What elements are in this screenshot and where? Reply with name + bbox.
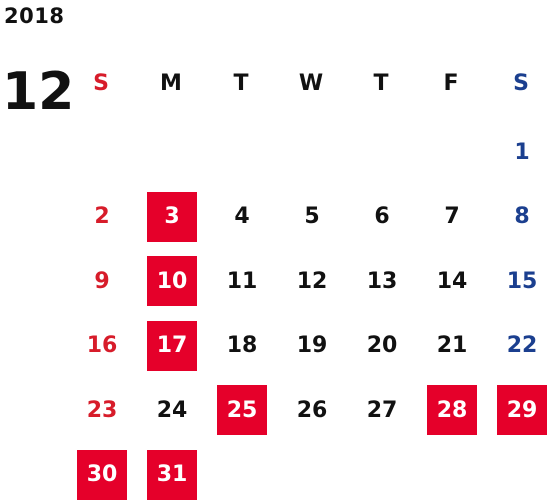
day-cell: 4 (206, 189, 276, 254)
calendar-day[interactable]: 21 (436, 333, 468, 358)
calendar-day[interactable]: 19 (296, 333, 328, 358)
day-cell: 27 (346, 382, 416, 447)
year-label: 2018 (4, 4, 65, 28)
day-grid: 1 2 3 4 5 6 7 8 9 10 11 12 13 14 15 16 17 18 19 20 21 22 23 24 2… (66, 124, 548, 503)
calendar-day[interactable]: 27 (366, 397, 398, 423)
calendar-day[interactable]: 12 (296, 268, 328, 294)
day-cell: 22 (486, 318, 548, 383)
empty-day-cell (66, 124, 136, 189)
empty-day-cell (206, 124, 276, 189)
weekday-thursday: T (373, 70, 389, 96)
weekday-wednesday: W (298, 70, 324, 96)
calendar-day[interactable]: 8 (514, 204, 530, 229)
holiday-day[interactable]: 28 (427, 385, 477, 435)
calendar-day[interactable]: 13 (366, 268, 398, 294)
day-cell: 8 (486, 189, 548, 254)
weekday-tuesday: T (233, 70, 249, 96)
day-cell: 9 (66, 253, 136, 318)
holiday-day[interactable]: 3 (147, 191, 197, 242)
calendar-day[interactable]: 18 (226, 333, 258, 358)
calendar-day[interactable]: 22 (506, 333, 538, 358)
day-cell: 24 (136, 382, 206, 447)
holiday-day[interactable]: 31 (147, 449, 197, 500)
calendar-day[interactable]: 24 (156, 397, 188, 423)
day-cell: 16 (66, 318, 136, 383)
day-cell: 21 (416, 318, 486, 383)
day-cell: 1 (486, 124, 548, 189)
calendar-day[interactable]: 4 (234, 204, 250, 229)
holiday-day[interactable]: 29 (497, 385, 547, 435)
holiday-day[interactable]: 25 (217, 385, 267, 435)
weekday-header-row: S M T W T F S (66, 63, 548, 103)
calendar-day[interactable]: 9 (94, 268, 110, 294)
calendar-day[interactable]: 5 (304, 204, 320, 229)
day-cell: 7 (416, 189, 486, 254)
day-cell: 14 (416, 253, 486, 318)
day-cell: 2 (66, 189, 136, 254)
calendar-day[interactable]: 2 (94, 204, 110, 229)
calendar-day[interactable]: 1 (514, 139, 530, 165)
calendar-day[interactable]: 6 (374, 204, 390, 229)
calendar-day[interactable]: 11 (226, 268, 258, 294)
day-cell: 31 (136, 447, 206, 503)
weekday-monday: M (160, 70, 182, 96)
weekday-saturday: S (513, 70, 529, 96)
day-cell: 18 (206, 318, 276, 383)
day-cell: 23 (66, 382, 136, 447)
holiday-day[interactable]: 30 (77, 449, 127, 500)
calendar-day[interactable]: 7 (444, 204, 460, 229)
day-cell: 13 (346, 253, 416, 318)
calendar-day[interactable]: 14 (436, 268, 468, 294)
day-cell: 15 (486, 253, 548, 318)
day-cell: 17 (136, 318, 206, 383)
holiday-day[interactable]: 10 (147, 256, 197, 306)
day-cell: 11 (206, 253, 276, 318)
calendar-day[interactable]: 15 (506, 268, 538, 294)
calendar-day[interactable]: 26 (296, 397, 328, 423)
calendar-day[interactable]: 23 (86, 397, 118, 423)
empty-day-cell (136, 124, 206, 189)
day-cell: 5 (276, 189, 346, 254)
day-cell: 28 (416, 382, 486, 447)
empty-day-cell (276, 124, 346, 189)
empty-day-cell (346, 124, 416, 189)
calendar-day[interactable]: 20 (366, 333, 398, 358)
day-cell: 29 (486, 382, 548, 447)
day-cell: 3 (136, 189, 206, 254)
empty-day-cell (416, 124, 486, 189)
calendar-day[interactable]: 16 (86, 333, 118, 358)
day-cell: 12 (276, 253, 346, 318)
day-cell: 25 (206, 382, 276, 447)
day-cell: 6 (346, 189, 416, 254)
day-cell: 26 (276, 382, 346, 447)
weekday-sunday: S (93, 70, 109, 96)
holiday-day[interactable]: 17 (147, 320, 197, 371)
day-cell: 30 (66, 447, 136, 503)
day-cell: 20 (346, 318, 416, 383)
day-cell: 10 (136, 253, 206, 318)
day-cell: 19 (276, 318, 346, 383)
month-number: 12 (2, 62, 75, 122)
weekday-friday: F (443, 70, 459, 96)
